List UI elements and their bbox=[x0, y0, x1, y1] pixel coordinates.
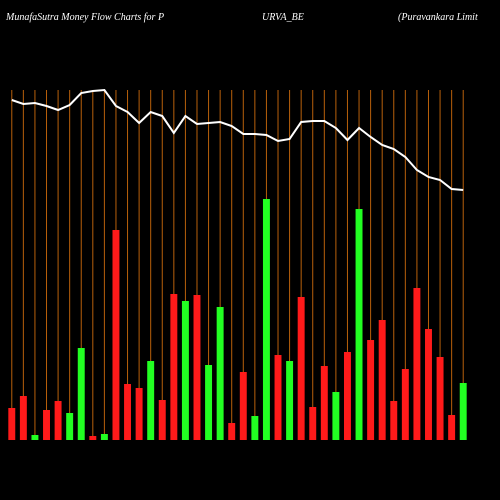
bar bbox=[413, 288, 421, 440]
bar bbox=[378, 320, 386, 440]
bar bbox=[332, 392, 340, 440]
bar bbox=[193, 295, 201, 440]
bar bbox=[66, 413, 74, 440]
title-part: MunafaSutra Money Flow Charts for P bbox=[5, 12, 164, 23]
bar bbox=[124, 384, 132, 440]
bar bbox=[262, 199, 270, 440]
bar bbox=[31, 435, 39, 440]
bar bbox=[19, 396, 27, 440]
bar bbox=[436, 357, 444, 440]
title-part: URVA_BE bbox=[262, 12, 304, 23]
bar bbox=[43, 410, 50, 440]
bar bbox=[89, 436, 97, 440]
bar bbox=[147, 361, 155, 440]
bar bbox=[8, 408, 16, 440]
bar bbox=[425, 329, 432, 440]
bar bbox=[401, 369, 409, 440]
bar bbox=[216, 307, 224, 440]
bar bbox=[135, 388, 143, 440]
money-flow-line bbox=[11, 88, 464, 191]
bar bbox=[448, 415, 456, 440]
bar bbox=[274, 355, 282, 440]
bar bbox=[112, 230, 120, 440]
bar bbox=[158, 400, 166, 440]
bar bbox=[286, 361, 294, 440]
bar bbox=[367, 340, 375, 440]
bar bbox=[170, 294, 178, 440]
bar bbox=[309, 407, 317, 440]
bar bbox=[205, 365, 213, 440]
bar bbox=[459, 383, 467, 440]
bar bbox=[181, 301, 189, 440]
bar bbox=[251, 416, 259, 440]
bar bbox=[390, 401, 398, 440]
bar bbox=[239, 372, 247, 440]
bar bbox=[100, 434, 108, 440]
bar bbox=[355, 209, 363, 440]
bar bbox=[77, 348, 85, 440]
bar bbox=[343, 352, 351, 440]
title-part: (Puravankara Limit bbox=[398, 12, 478, 23]
bar bbox=[297, 297, 305, 440]
bar bbox=[228, 423, 236, 440]
bar bbox=[320, 366, 328, 440]
bar bbox=[54, 401, 62, 440]
